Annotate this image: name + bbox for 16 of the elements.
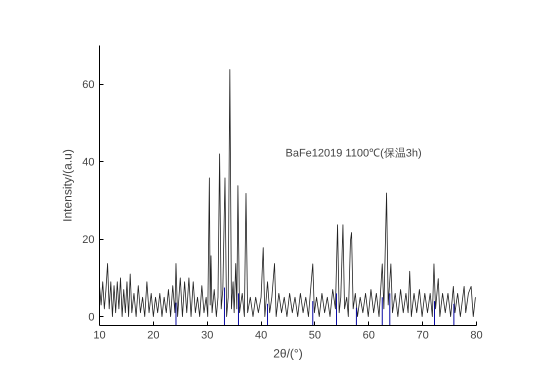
x-tick-label: 80 bbox=[470, 330, 483, 342]
annotation: BaFe12019 1100℃(保温3h) bbox=[286, 148, 422, 160]
x-tick-label: 40 bbox=[254, 330, 268, 342]
y-tick-label: 20 bbox=[82, 234, 95, 246]
y-tick-label: 60 bbox=[82, 79, 95, 92]
line-series bbox=[100, 69, 476, 317]
x-tick-label: 20 bbox=[147, 330, 160, 342]
x-tick-label: 70 bbox=[416, 330, 429, 342]
x-tick-label: 30 bbox=[201, 330, 214, 342]
x-tick-label: 10 bbox=[93, 330, 106, 342]
x-axis-title: 2θ/(°) bbox=[273, 346, 303, 360]
y-axis-title: Intensity/(a.u) bbox=[60, 149, 74, 222]
y-tick-label: 40 bbox=[82, 156, 95, 169]
y-tick-label: 0 bbox=[88, 312, 95, 324]
x-tick-label: 60 bbox=[362, 330, 375, 342]
x-tick-label: 50 bbox=[308, 330, 322, 342]
